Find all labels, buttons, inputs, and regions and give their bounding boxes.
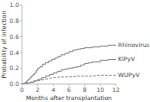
y-axis xyxy=(22,5,23,84)
plot-area xyxy=(22,45,116,85)
x-tick-label: 10 xyxy=(97,86,105,93)
y-tick xyxy=(20,5,22,6)
x-axis-label: Months after transplantation xyxy=(26,94,112,102)
y-tick xyxy=(20,84,22,85)
series-line xyxy=(22,45,116,85)
y-tick xyxy=(20,36,22,37)
x-tick-label: 0 xyxy=(20,86,24,93)
x-tick-label: 6 xyxy=(67,86,71,93)
x-tick-label: 12 xyxy=(112,86,120,93)
x-tick-label: 4 xyxy=(51,86,55,93)
y-tick-label: 0.8 xyxy=(9,17,19,24)
y-tick-label: 1.0 xyxy=(9,1,19,8)
y-axis-label: Probability of infection xyxy=(0,11,8,79)
x-tick-label: 2 xyxy=(36,86,40,93)
y-tick xyxy=(20,52,22,53)
y-tick xyxy=(20,68,22,69)
y-tick-label: 0.4 xyxy=(9,49,19,56)
series-label: KIPyV xyxy=(118,55,136,63)
series-label: Rhinovirus xyxy=(118,41,150,48)
y-tick xyxy=(20,20,22,21)
series-line xyxy=(22,75,116,84)
x-tick-label: 8 xyxy=(83,86,87,93)
y-tick-label: 0.2 xyxy=(9,64,19,71)
y-tick-label: 0.6 xyxy=(9,33,19,40)
series-label: WUPyV xyxy=(118,71,140,79)
y-tick-label: 0.0 xyxy=(9,80,19,87)
series-line xyxy=(22,59,116,84)
